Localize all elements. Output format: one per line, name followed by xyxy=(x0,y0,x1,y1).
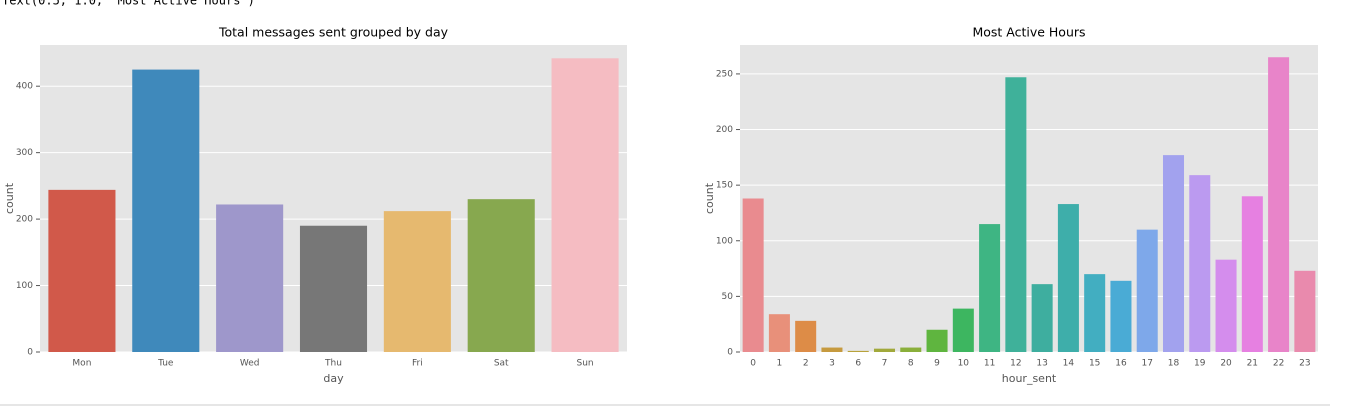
bar xyxy=(216,204,284,352)
x-tick-label: 17 xyxy=(1142,359,1153,369)
y-tick-label: 100 xyxy=(16,281,33,291)
bar xyxy=(551,58,619,353)
x-tick-label: 3 xyxy=(829,359,835,369)
x-tick-label: 16 xyxy=(1115,359,1127,369)
y-tick-label: 0 xyxy=(27,348,33,358)
y-tick-label: 150 xyxy=(716,181,733,191)
bar xyxy=(1268,57,1290,353)
y-tick-label: 0 xyxy=(727,348,733,358)
bar xyxy=(1189,175,1211,352)
bar xyxy=(847,350,869,352)
x-tick-label: 15 xyxy=(1089,359,1100,369)
bar xyxy=(1057,204,1079,352)
x-tick-label: 11 xyxy=(984,359,995,369)
y-tick-label: 300 xyxy=(16,148,33,158)
x-tick-label: Wed xyxy=(240,359,260,369)
x-tick-label: 23 xyxy=(1299,359,1310,369)
bar xyxy=(383,211,451,352)
y-tick-label: 50 xyxy=(722,292,734,302)
y-axis-label: count xyxy=(3,182,16,214)
x-tick-label: Mon xyxy=(72,359,91,369)
x-axis-label: hour_sent xyxy=(1002,372,1057,385)
x-tick-label: 1 xyxy=(777,359,783,369)
bar xyxy=(48,189,116,352)
x-tick-label: 21 xyxy=(1247,359,1258,369)
bar xyxy=(926,329,948,352)
chart-title: Most Active Hours xyxy=(972,25,1085,40)
bar xyxy=(1215,259,1237,352)
x-tick-label: Tue xyxy=(157,359,174,369)
y-tick-label: 250 xyxy=(716,69,733,79)
x-tick-label: 19 xyxy=(1194,359,1206,369)
x-tick-label: 2 xyxy=(803,359,809,369)
x-tick-label: 6 xyxy=(855,359,861,369)
bar xyxy=(952,308,974,352)
x-tick-label: Thu xyxy=(324,359,342,369)
x-tick-label: 0 xyxy=(750,359,756,369)
bar xyxy=(132,69,200,352)
bar xyxy=(299,225,368,352)
x-axis-label: day xyxy=(323,372,344,385)
y-tick-label: 200 xyxy=(16,215,33,225)
x-tick-label: Sun xyxy=(577,359,594,369)
bar xyxy=(768,314,790,352)
bar xyxy=(821,347,843,352)
bar xyxy=(1136,229,1158,352)
x-tick-label: 20 xyxy=(1220,359,1232,369)
bar xyxy=(1294,270,1316,352)
bar xyxy=(873,348,896,352)
output-text: Text(0.5, 1.0, 'Most Active Hours') xyxy=(2,0,255,8)
x-tick-label: 10 xyxy=(958,359,970,369)
bar xyxy=(795,320,817,352)
bar xyxy=(900,347,922,352)
x-tick-label: Sat xyxy=(494,359,509,369)
x-tick-label: Fri xyxy=(412,359,423,369)
bar xyxy=(742,198,764,352)
y-tick-label: 200 xyxy=(716,125,733,135)
chart-title: Total messages sent grouped by day xyxy=(218,25,449,40)
bar xyxy=(979,224,1001,352)
x-tick-label: 7 xyxy=(882,359,888,369)
y-tick-label: 100 xyxy=(716,236,733,246)
x-tick-label: 22 xyxy=(1273,359,1284,369)
bar xyxy=(1084,274,1106,352)
y-tick-label: 400 xyxy=(16,82,33,92)
bar xyxy=(467,199,535,352)
x-tick-label: 14 xyxy=(1063,359,1075,369)
x-tick-label: 18 xyxy=(1168,359,1180,369)
x-tick-label: 8 xyxy=(908,359,914,369)
bar xyxy=(1031,284,1053,352)
bar xyxy=(1241,196,1263,352)
bar xyxy=(1110,280,1132,352)
bar xyxy=(1162,155,1185,352)
x-tick-label: 13 xyxy=(1036,359,1047,369)
x-tick-label: 9 xyxy=(934,359,940,369)
x-tick-label: 12 xyxy=(1010,359,1021,369)
y-axis-label: count xyxy=(703,182,716,214)
bar xyxy=(1005,77,1027,352)
